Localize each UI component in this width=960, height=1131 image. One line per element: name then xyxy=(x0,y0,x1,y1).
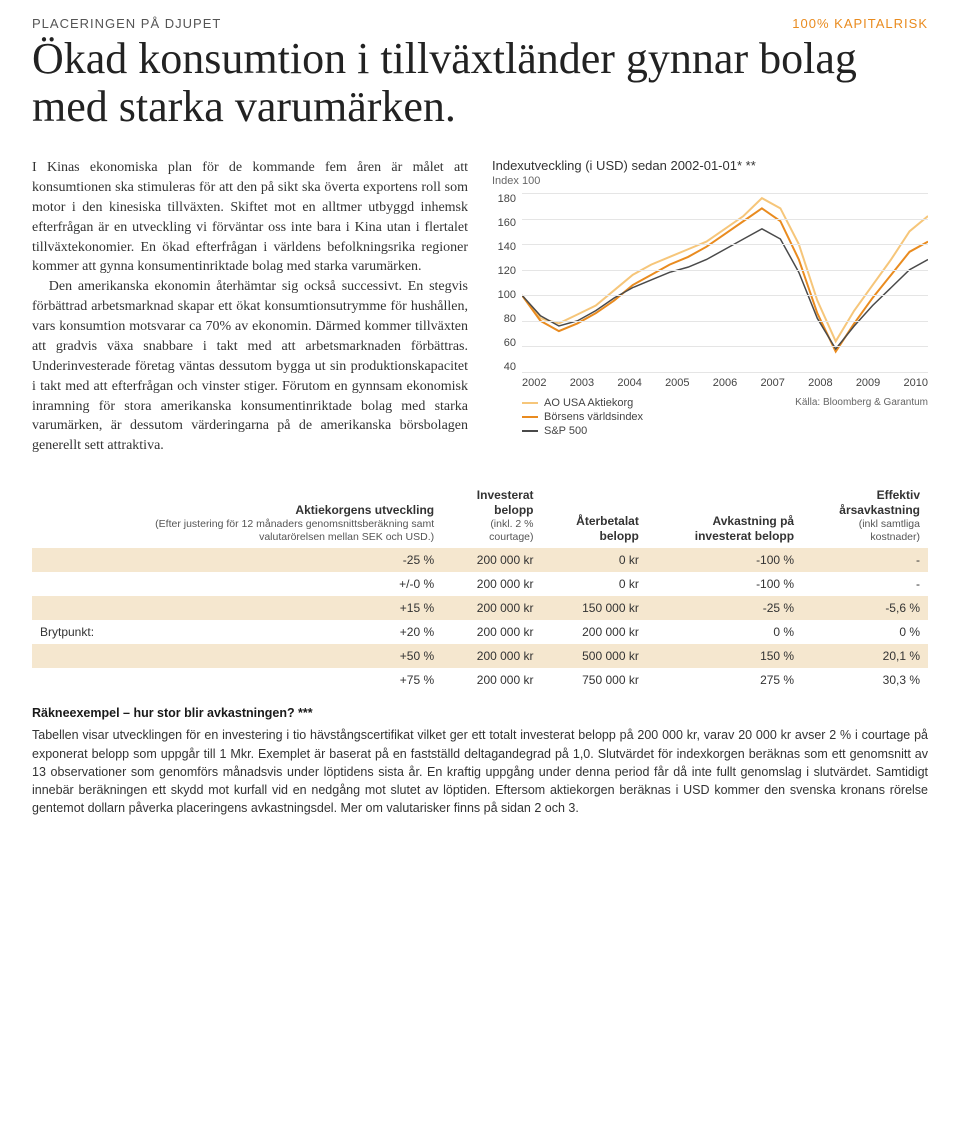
x-tick: 2004 xyxy=(617,377,641,389)
legend-swatch xyxy=(522,402,538,404)
chart-plot xyxy=(522,193,928,373)
table-cell: 150 000 kr xyxy=(542,596,647,620)
legend-item: Börsens världsindex xyxy=(522,411,928,423)
table-row: +75 %200 000 kr750 000 kr275 %30,3 % xyxy=(32,668,928,692)
footnote-body: Tabellen visar utvecklingen för en inves… xyxy=(32,726,928,817)
table-cell: 0 % xyxy=(647,620,802,644)
page-headline: Ökad konsumtion i tillväxtländer gynnar … xyxy=(32,35,928,130)
table-header-blank xyxy=(32,484,102,548)
chart-area: 180 160 140 120 100 80 60 40 xyxy=(492,193,928,373)
legend-swatch xyxy=(522,430,538,432)
chart-svg xyxy=(522,193,928,372)
risk-badge: 100% KAPITALRISK xyxy=(792,16,928,31)
legend-item: S&P 500 xyxy=(522,425,928,437)
table-cell: 750 000 kr xyxy=(542,668,647,692)
table-cell: 0 kr xyxy=(542,572,647,596)
row-prefix xyxy=(32,644,102,668)
chart-series-line xyxy=(522,229,928,349)
table-cell: -100 % xyxy=(647,548,802,572)
y-tick: 180 xyxy=(492,193,516,205)
legend-item: AO USA Aktiekorg xyxy=(522,397,795,409)
table-cell: +50 % xyxy=(102,644,442,668)
table-cell: +75 % xyxy=(102,668,442,692)
x-tick: 2010 xyxy=(904,377,928,389)
x-tick: 2008 xyxy=(808,377,832,389)
table-cell: 200 000 kr xyxy=(442,620,541,644)
x-tick: 2002 xyxy=(522,377,546,389)
eyebrow: PLACERINGEN PÅ DJUPET xyxy=(32,16,221,31)
table-header: Avkastning på investerat belopp xyxy=(647,484,802,548)
body-column: I Kinas ekonomiska plan för de kommande … xyxy=(32,158,468,456)
returns-table: Aktiekorgens utveckling(Efter justering … xyxy=(32,484,928,692)
x-tick: 2006 xyxy=(713,377,737,389)
table-cell: -25 % xyxy=(102,548,442,572)
y-tick: 100 xyxy=(492,289,516,301)
chart-legend: Källa: Bloomberg & Garantum AO USA Aktie… xyxy=(522,397,928,439)
table-cell: 30,3 % xyxy=(802,668,928,692)
chart-panel: Indexutveckling (i USD) sedan 2002-01-01… xyxy=(492,158,928,456)
x-tick: 2005 xyxy=(665,377,689,389)
table-cell: 200 000 kr xyxy=(442,572,541,596)
legend-label: S&P 500 xyxy=(544,425,587,437)
table-cell: 200 000 kr xyxy=(442,644,541,668)
y-tick: 80 xyxy=(492,313,516,325)
legend-swatch xyxy=(522,416,538,418)
table-cell: -25 % xyxy=(647,596,802,620)
table-cell: 200 000 kr xyxy=(442,548,541,572)
body-paragraph-1: I Kinas ekonomiska plan för de kommande … xyxy=(32,158,468,277)
body-paragraph-2: Den amerikanska ekonomin återhämtar sig … xyxy=(32,277,468,456)
y-tick: 60 xyxy=(492,337,516,349)
row-prefix xyxy=(32,548,102,572)
table-cell: - xyxy=(802,572,928,596)
table-cell: 150 % xyxy=(647,644,802,668)
row-prefix xyxy=(32,668,102,692)
chart-x-axis: 2002 2003 2004 2005 2006 2007 2008 2009 2010 xyxy=(522,377,928,389)
table-row: -25 %200 000 kr0 kr-100 %- xyxy=(32,548,928,572)
table-cell: 200 000 kr xyxy=(442,668,541,692)
chart-source: Källa: Bloomberg & Garantum xyxy=(795,397,928,408)
chart-title: Indexutveckling (i USD) sedan 2002-01-01… xyxy=(492,158,928,173)
y-tick: 140 xyxy=(492,241,516,253)
x-tick: 2009 xyxy=(856,377,880,389)
footnote-title: Räkneexempel – hur stor blir avkastninge… xyxy=(32,706,928,720)
legend-label: AO USA Aktiekorg xyxy=(544,397,633,409)
table-row: Brytpunkt:+20 %200 000 kr200 000 kr0 %0 … xyxy=(32,620,928,644)
table-cell: 200 000 kr xyxy=(542,620,647,644)
x-tick: 2007 xyxy=(760,377,784,389)
table-cell: 0 kr xyxy=(542,548,647,572)
table-cell: -5,6 % xyxy=(802,596,928,620)
chart-y-axis: 180 160 140 120 100 80 60 40 xyxy=(492,193,522,373)
table-cell: +/-0 % xyxy=(102,572,442,596)
chart-subtitle: Index 100 xyxy=(492,175,928,187)
table-cell: 500 000 kr xyxy=(542,644,647,668)
y-tick: 160 xyxy=(492,217,516,229)
table-row: +50 %200 000 kr500 000 kr150 %20,1 % xyxy=(32,644,928,668)
table-cell: 275 % xyxy=(647,668,802,692)
table-row: +15 %200 000 kr150 000 kr-25 %-5,6 % xyxy=(32,596,928,620)
row-prefix xyxy=(32,596,102,620)
table-cell: +20 % xyxy=(102,620,442,644)
returns-table-wrap: Aktiekorgens utveckling(Efter justering … xyxy=(32,484,928,692)
table-cell: 200 000 kr xyxy=(442,596,541,620)
table-row: +/-0 %200 000 kr0 kr-100 %- xyxy=(32,572,928,596)
table-header: Aktiekorgens utveckling(Efter justering … xyxy=(102,484,442,548)
table-header: Investerat belopp(inkl. 2 % courtage) xyxy=(442,484,541,548)
table-header: Återbetalat belopp xyxy=(542,484,647,548)
y-tick: 120 xyxy=(492,265,516,277)
table-cell: 0 % xyxy=(802,620,928,644)
table-cell: - xyxy=(802,548,928,572)
row-prefix: Brytpunkt: xyxy=(32,620,102,644)
table-header: Effektiv årsavkastning(inkl samtliga kos… xyxy=(802,484,928,548)
legend-label: Börsens världsindex xyxy=(544,411,643,423)
table-cell: 20,1 % xyxy=(802,644,928,668)
row-prefix xyxy=(32,572,102,596)
x-tick: 2003 xyxy=(570,377,594,389)
table-cell: +15 % xyxy=(102,596,442,620)
y-tick: 40 xyxy=(492,361,516,373)
table-cell: -100 % xyxy=(647,572,802,596)
